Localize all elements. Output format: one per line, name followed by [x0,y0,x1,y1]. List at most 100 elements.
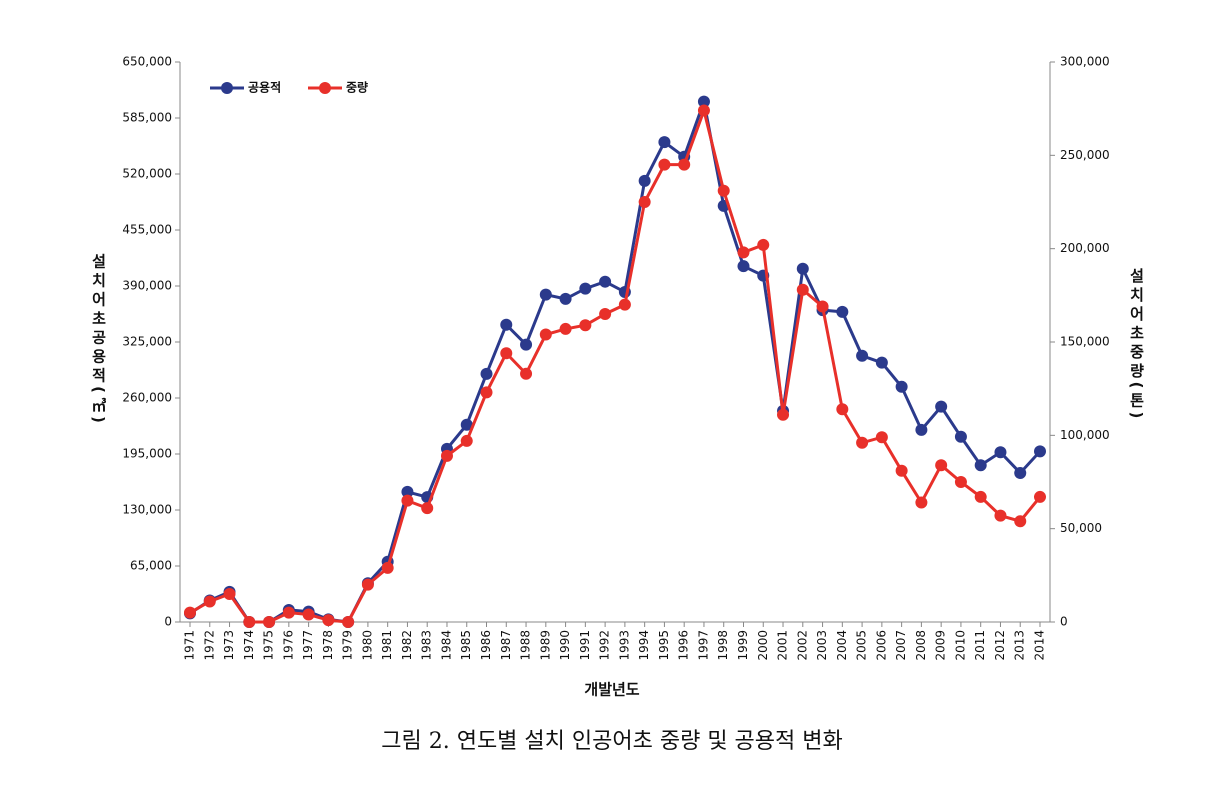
point [638,196,651,208]
x-tick-label: 1974 [242,630,256,661]
point [994,446,1007,459]
x-tick-label: 1996 [677,630,691,661]
x-tick-label: 2011 [973,630,987,661]
point [935,400,948,413]
y2-tick-label: 100,000 [1060,428,1110,442]
point [935,459,948,472]
point [1014,515,1027,528]
series-line [189,95,1042,624]
point [599,308,612,320]
x-tick-label: 1972 [202,630,216,661]
point [1034,490,1046,503]
point [243,616,256,628]
x-tick-label: 1997 [696,630,710,661]
y2-tick-label: 200,000 [1060,241,1110,255]
y2-axis-title: 설치어초중량(톤) [1128,268,1146,423]
y-tick-label: 65,000 [130,559,172,573]
x-tick-label: 2001 [776,630,790,661]
point [875,431,888,444]
point [954,476,967,488]
point [579,319,592,332]
x-tick-label: 1981 [380,630,394,661]
point [757,238,770,251]
x-tick-label: 1984 [439,630,453,661]
x-tick-label: 1985 [459,630,473,661]
y-axis-title: 설치어초공용적(㎥) [90,253,108,427]
x-tick-label: 1993 [617,630,631,661]
x-tick-label: 1999 [736,630,750,661]
point [697,104,710,117]
legend-label: 중량 [346,81,368,95]
point [480,367,493,380]
legend-marker [319,82,331,94]
x-tick-label: 1979 [341,630,355,661]
x-tick-label: 1976 [281,630,295,661]
y2-tick-label: 150,000 [1060,335,1110,349]
point [974,459,987,472]
x-tick-label: 2009 [934,630,948,661]
x-tick-label: 2010 [953,630,967,661]
point [856,436,869,449]
y-tick-label: 650,000 [122,55,172,69]
x-axis-title: 개발년도 [584,681,639,699]
point [342,616,355,628]
point [460,418,473,431]
y-tick-label: 585,000 [122,111,172,125]
point [697,95,710,108]
point [915,423,928,436]
point [777,408,790,421]
x-tick-label: 2014 [1033,630,1047,661]
point [658,136,671,149]
point [559,292,572,305]
point [599,275,612,288]
x-tick-label: 1998 [716,630,730,661]
point [816,300,829,313]
point [1034,445,1046,458]
y-tick-label: 455,000 [122,223,172,237]
x-tick-label: 1988 [519,630,533,661]
point [263,616,276,628]
x-tick-label: 1990 [558,630,572,661]
x-tick-label: 2005 [855,630,869,661]
y-tick-label: 130,000 [122,503,172,517]
point [974,490,987,503]
x-tick-label: 1986 [479,630,493,661]
point [678,158,691,171]
point [500,347,513,360]
point [401,485,414,498]
point [954,430,967,443]
x-tick-label: 1975 [262,630,276,661]
point [638,174,651,187]
x-tick-label: 1991 [578,630,592,661]
point [361,578,374,591]
point [282,606,295,619]
x-tick-label: 1971 [183,630,197,661]
x-tick-label: 1994 [637,630,651,661]
point [302,608,315,621]
x-tick-label: 2007 [894,630,908,661]
legend-marker [221,82,233,94]
x-tick-label: 1982 [400,630,414,661]
x-tick-label: 2003 [815,630,829,661]
y-tick-label: 0 [164,615,172,629]
point [737,260,750,273]
point [322,614,335,627]
x-tick-label: 2004 [835,630,849,661]
x-tick-label: 1983 [420,630,434,661]
point [460,434,473,447]
x-tick-label: 2013 [1013,630,1027,661]
y2-tick-label: 0 [1060,615,1068,629]
point [836,305,849,318]
point [520,367,533,380]
caption: 그림 2. 연도별 설치 인공어초 중량 및 공용적 변화 [381,729,843,754]
point [223,588,236,600]
y-tick-label: 260,000 [122,391,172,405]
x-tick-label: 2000 [756,630,770,661]
y-tick-label: 195,000 [122,447,172,461]
y-tick-label: 325,000 [122,335,172,349]
point [539,328,552,341]
point [618,298,631,311]
x-tick-label: 1978 [321,630,335,661]
point [895,464,908,477]
